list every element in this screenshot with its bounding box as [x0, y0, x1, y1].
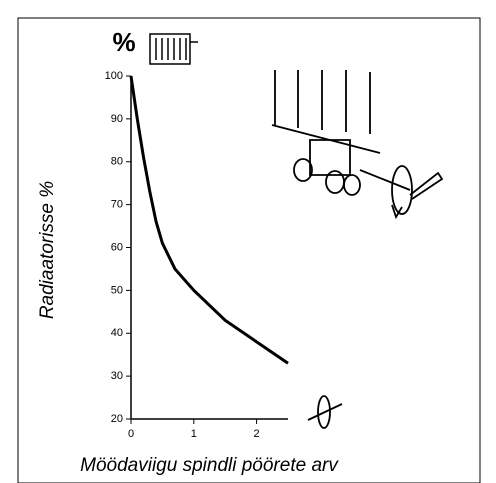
valve-illustration	[272, 70, 442, 217]
y-tick-label: 70	[111, 199, 123, 211]
x-axis-label: Möödaviigu spindli pöörete arv	[80, 455, 339, 476]
x-tick-label: 2	[254, 428, 260, 440]
y-tick-label: 60	[111, 241, 123, 253]
y-tick-label: 50	[111, 284, 123, 296]
line	[131, 76, 288, 363]
x-tick-label: 1	[191, 428, 197, 440]
turn-symbol	[308, 396, 342, 428]
x-tick-label: 0	[128, 428, 134, 440]
y-tick-label: 30	[111, 370, 123, 382]
chart: % Radiaatorisse % Möödaviigu spindli pöö…	[0, 0, 496, 483]
radiator-icon	[150, 34, 198, 64]
page: {"chart_data": {"type": "line", "title":…	[0, 0, 496, 483]
y-tick-label: 40	[111, 327, 123, 339]
y-tick-label: 90	[111, 113, 123, 125]
y-tick-label: 20	[111, 413, 123, 425]
y-axis-label: Radiaatorisse %	[37, 181, 58, 319]
y-tick-label: 80	[111, 156, 123, 168]
chart-title: %	[112, 27, 135, 57]
y-tick-label: 100	[105, 70, 123, 82]
frame	[18, 18, 480, 483]
